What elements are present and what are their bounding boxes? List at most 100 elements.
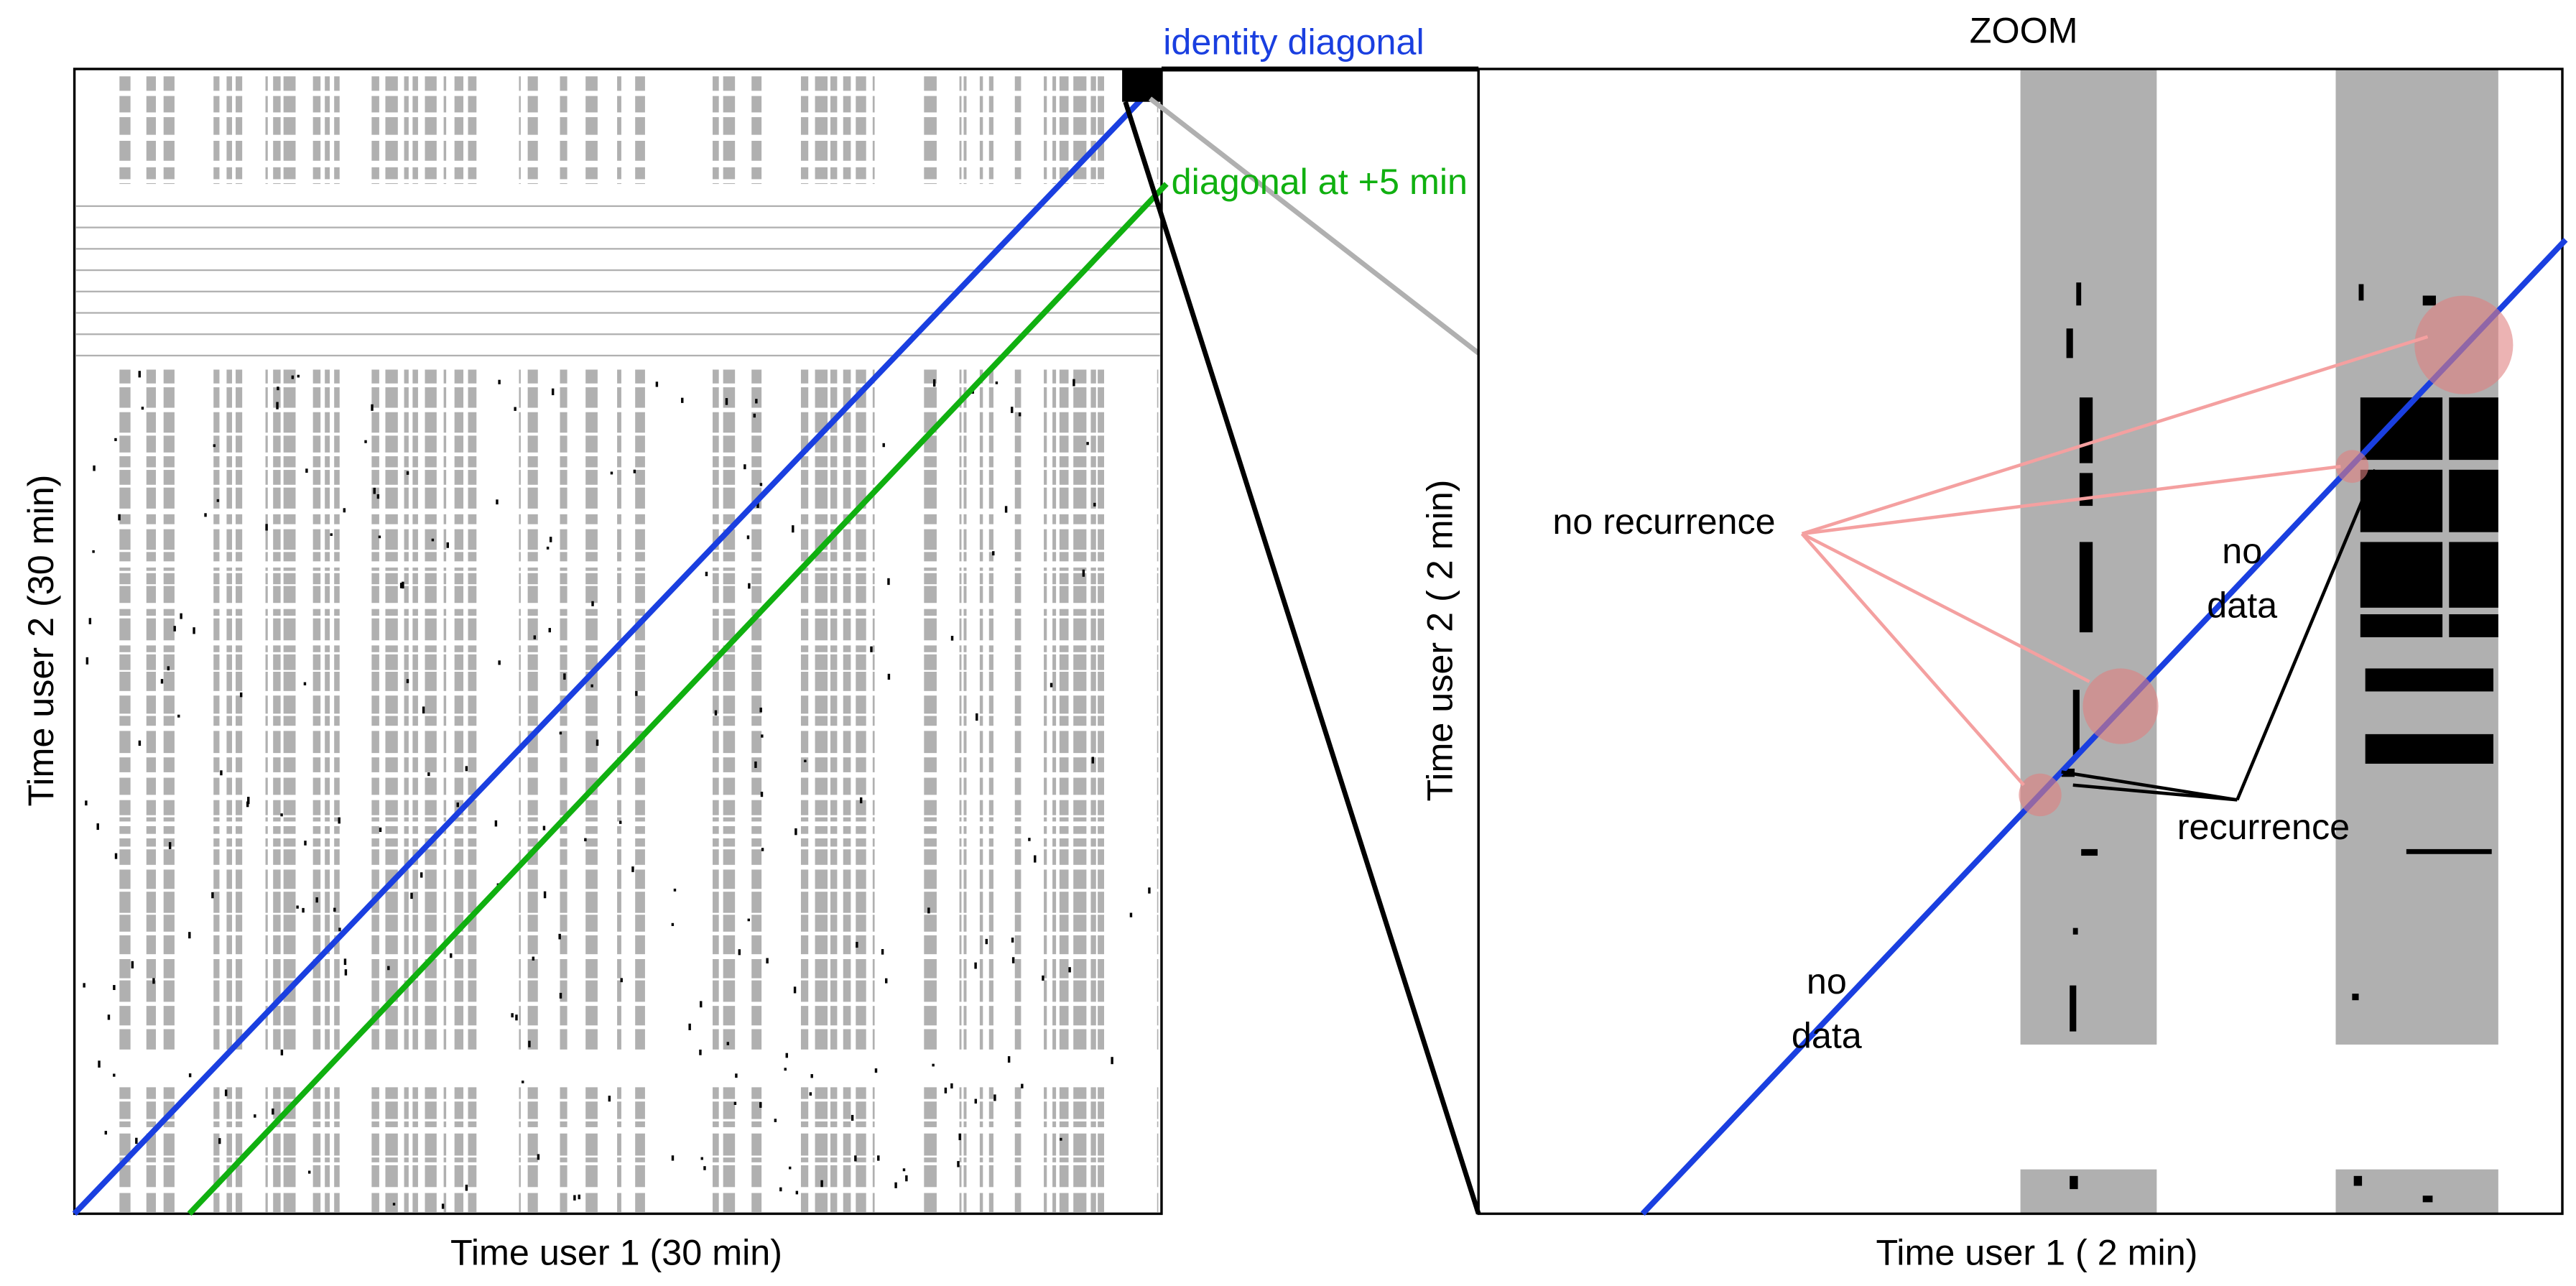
texture [343,508,346,513]
texture [305,468,308,473]
point [2360,614,2443,637]
texture [387,966,390,971]
pointer [1800,532,2025,787]
texture [733,1101,737,1105]
texture [992,551,995,556]
texture [446,542,449,548]
texture [881,949,884,955]
texture [75,864,1160,870]
texture [1072,379,1075,387]
texture [788,1166,792,1170]
texture [1028,838,1031,841]
texture [902,1168,906,1172]
texture [958,1133,961,1141]
texture [596,739,599,746]
point [2079,473,2093,506]
texture [1086,442,1089,445]
texture [546,546,550,550]
zoom-connector [1123,101,1481,1215]
texture [735,1073,738,1078]
texture [75,570,1160,573]
texture [944,1087,948,1093]
texture [114,853,118,859]
texture [725,398,728,405]
texture [75,160,1160,167]
texture [887,578,890,586]
texture [75,179,1160,184]
pointer [1802,464,2341,536]
texture [1082,569,1085,577]
texture [431,538,435,542]
zoom-title: ZOOM [1970,9,2078,50]
texture [307,1170,311,1174]
texture [302,907,305,913]
annotation: recurrence [2177,806,2350,847]
texture [75,772,1160,778]
texture [584,838,587,841]
texture [655,381,659,387]
texture [514,407,516,411]
texture [559,992,562,999]
texture [795,1190,799,1195]
texture [75,726,1160,731]
texture [75,1155,1160,1158]
texture [107,1014,111,1020]
texture [338,817,340,824]
texture [738,949,741,956]
texture [75,184,1160,365]
texture [254,1114,256,1118]
annotation: no recurrence [1552,501,1775,542]
texture [410,892,413,899]
texture [138,740,142,746]
texture [75,1025,1160,1030]
texture [494,820,498,827]
texture [333,907,336,912]
texture [809,1092,812,1096]
texture [877,1155,880,1161]
highlight-circle [2335,450,2369,484]
texture [610,471,613,475]
pointer [1801,335,2429,536]
texture [291,375,295,379]
texture [496,499,499,505]
texture [188,932,191,939]
texture [75,561,1160,568]
texture [465,766,468,772]
texture [75,1119,1160,1121]
texture [135,1137,138,1144]
texture [974,962,977,969]
texture [1004,506,1008,513]
texture [296,905,299,909]
point [2422,295,2436,306]
point [2072,928,2078,935]
annotation: no [2222,530,2262,571]
texture [392,1203,396,1206]
point [2449,469,2498,532]
texture [761,734,764,738]
data-band [2335,1169,2498,1214]
texture [559,731,562,735]
texture [1093,502,1096,506]
texture [887,673,891,680]
texture [590,684,593,688]
texture [633,469,636,473]
texture [726,1042,730,1045]
texture [378,535,381,539]
texture [85,800,88,806]
texture [804,759,807,762]
texture [620,978,623,983]
texture [216,499,220,502]
texture [141,407,144,410]
texture [246,801,249,808]
texture [330,533,333,536]
texture [152,978,155,984]
texture [75,690,1160,696]
highlight-circle [2019,773,2062,817]
texture [75,269,1160,272]
texture [748,583,751,589]
point [2079,397,2093,463]
texture [681,397,684,403]
highlight-circle [2082,668,2159,744]
texture [714,710,718,716]
left-frame [73,68,1163,1216]
